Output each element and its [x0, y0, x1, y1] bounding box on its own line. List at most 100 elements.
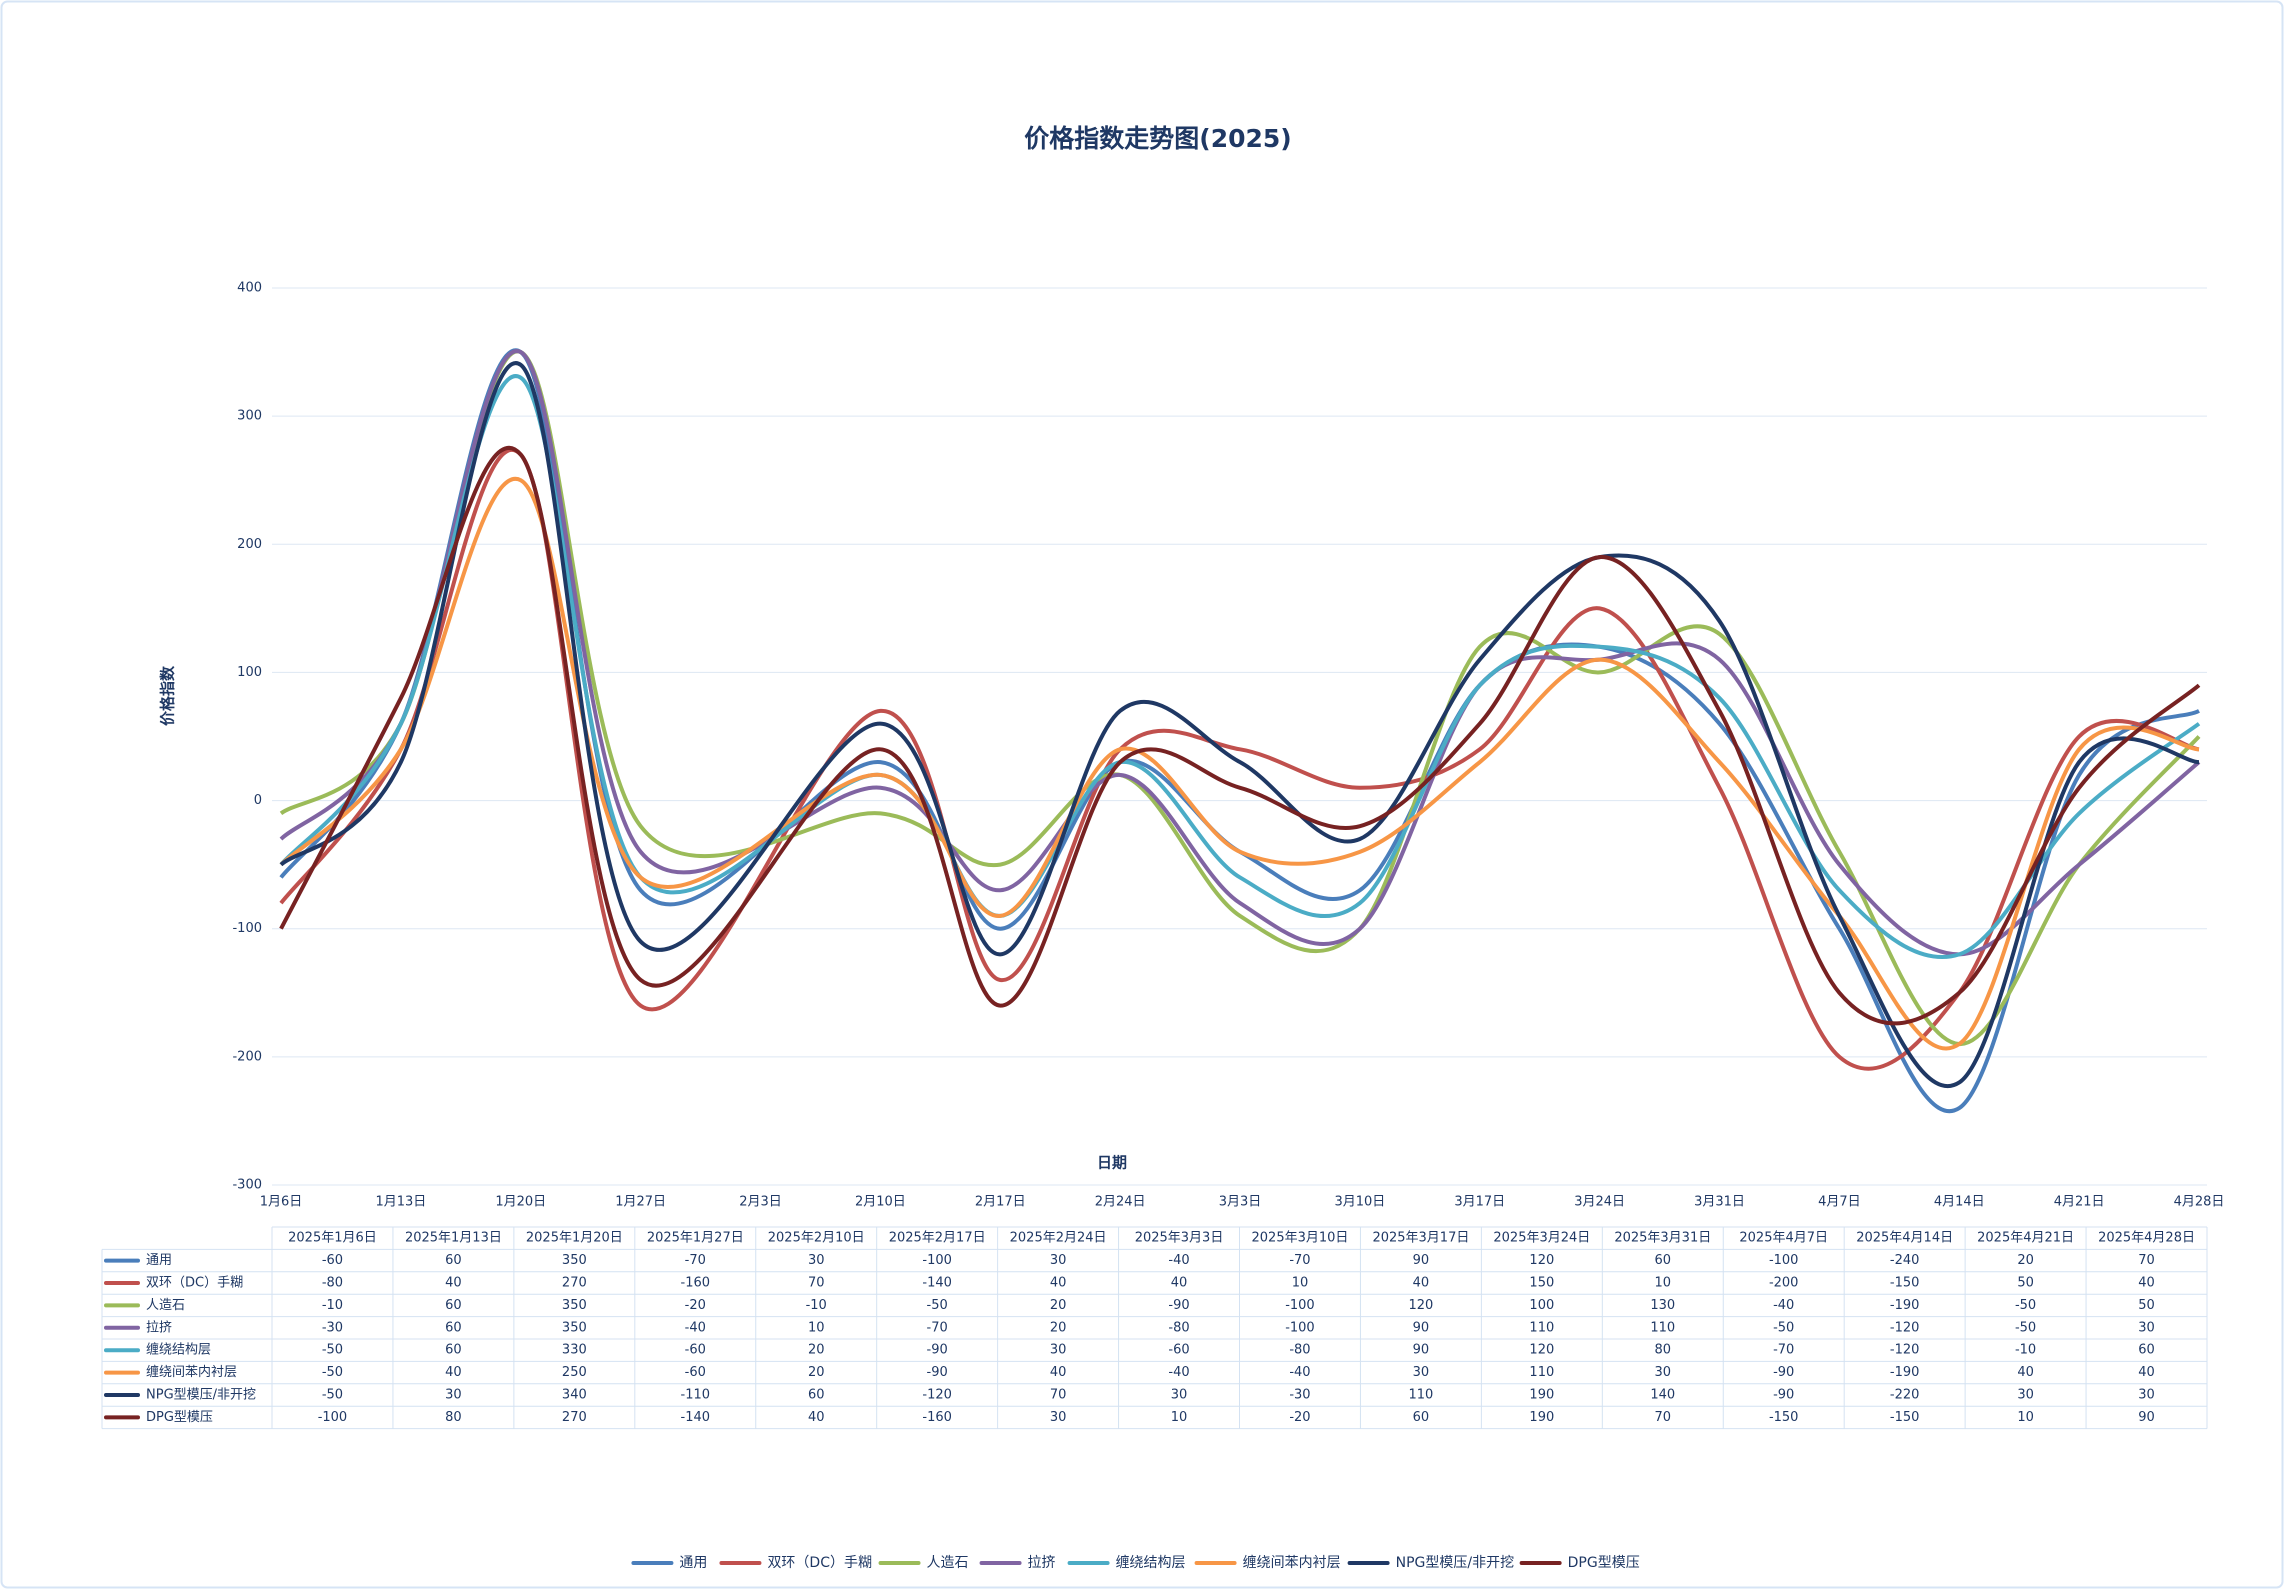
table-cell: 120	[1529, 1343, 1554, 1358]
legend-label: 双环（DC）手糊	[767, 1555, 872, 1571]
table-header: 2025年4月21日	[1977, 1231, 2074, 1246]
x-axis-title: 日期	[1097, 1154, 1127, 1172]
table-cell: 30	[808, 1253, 825, 1268]
table-cell: 40	[1413, 1276, 1430, 1291]
x-tick-label: 4月28日	[2174, 1195, 2225, 1210]
table-cell: -100	[1769, 1253, 1799, 1268]
x-tick-label: 1月20日	[495, 1195, 546, 1210]
table-cell: 110	[1529, 1320, 1554, 1335]
table-cell: 330	[562, 1343, 587, 1358]
table-cell: -80	[1168, 1320, 1189, 1335]
table-cell: 30	[1171, 1388, 1188, 1403]
table-cell: -160	[681, 1276, 711, 1291]
table-cell: 350	[562, 1298, 587, 1313]
table-header: 2025年2月24日	[1010, 1231, 1107, 1246]
table-cell: -40	[1168, 1253, 1189, 1268]
table-cell: 110	[1529, 1365, 1554, 1380]
table-cell: 20	[1050, 1320, 1067, 1335]
table-header: 2025年3月31日	[1614, 1231, 1711, 1246]
series-line	[279, 361, 2200, 1088]
table-cell: -10	[806, 1298, 827, 1313]
x-tick-label: 3月10日	[1334, 1195, 1385, 1210]
table-cell: 40	[1050, 1365, 1067, 1380]
table-cell: 60	[445, 1253, 462, 1268]
table-row-label: 缠绕结构层	[146, 1342, 211, 1358]
table-cell: -100	[1285, 1298, 1315, 1313]
table-cell: 270	[562, 1276, 587, 1291]
legend-label: DPG型模压	[1568, 1555, 1640, 1571]
table-cell: 10	[1655, 1276, 1672, 1291]
table-cell: -10	[322, 1298, 343, 1313]
table-cell: 20	[808, 1365, 825, 1380]
table-cell: -60	[1168, 1343, 1189, 1358]
table-row-label: 缠绕间苯内衬层	[146, 1364, 237, 1380]
table-cell: -40	[685, 1320, 706, 1335]
table-cell: 40	[2017, 1365, 2034, 1380]
table-cell: 40	[1050, 1276, 1067, 1291]
table-cell: -40	[1168, 1365, 1189, 1380]
series-line	[279, 349, 2201, 957]
table-cell: 90	[1413, 1320, 1430, 1335]
y-tick-label: 100	[237, 665, 262, 680]
table-cell: -90	[1773, 1365, 1794, 1380]
table-cell: -20	[1289, 1410, 1310, 1425]
y-tick-label: -200	[232, 1049, 262, 1064]
table-cell: -30	[322, 1320, 343, 1335]
table-cell: 40	[808, 1410, 825, 1425]
legend-label: 人造石	[927, 1555, 969, 1571]
series-line	[279, 445, 2201, 1026]
table-cell: -90	[1168, 1298, 1189, 1313]
table-header: 2025年1月13日	[405, 1231, 502, 1246]
table-cell: 40	[445, 1276, 462, 1291]
table-cell: -40	[1773, 1298, 1794, 1313]
table-cell: -240	[1890, 1253, 1920, 1268]
table-cell: 40	[2138, 1276, 2155, 1291]
table-cell: 190	[1529, 1388, 1554, 1403]
x-tick-label: 4月14日	[1934, 1195, 1985, 1210]
table-cell: 340	[562, 1388, 587, 1403]
table-header: 2025年4月7日	[1739, 1231, 1828, 1246]
table-cell: 30	[2138, 1388, 2155, 1403]
table-cell: 30	[1050, 1410, 1067, 1425]
table-cell: -150	[1890, 1276, 1920, 1291]
table-cell: 130	[1650, 1298, 1675, 1313]
table-row-label: NPG型模压/非开挖	[146, 1388, 256, 1403]
table-cell: -90	[927, 1343, 948, 1358]
table-cell: -50	[927, 1298, 948, 1313]
table-cell: -90	[927, 1365, 948, 1380]
table-cell: -50	[322, 1343, 343, 1358]
table-cell: 40	[445, 1365, 462, 1380]
table-cell: 50	[2138, 1298, 2155, 1313]
table-cell: 70	[1655, 1410, 1672, 1425]
x-tick-label: 3月24日	[1574, 1195, 1625, 1210]
table-cell: 30	[2138, 1320, 2155, 1335]
table-header: 2025年4月14日	[1856, 1231, 1953, 1246]
x-tick-label: 3月17日	[1454, 1195, 1505, 1210]
table-cell: 90	[2138, 1410, 2155, 1425]
legend-label: 缠绕间苯内衬层	[1243, 1554, 1341, 1571]
table-cell: -100	[922, 1253, 952, 1268]
table-cell: -100	[1285, 1320, 1315, 1335]
table-cell: 70	[808, 1276, 825, 1291]
table-cell: 110	[1650, 1320, 1675, 1335]
table-cell: -110	[681, 1388, 711, 1403]
table-cell: -60	[685, 1343, 706, 1358]
table-cell: -190	[1890, 1365, 1920, 1380]
table-cell: -150	[1769, 1410, 1799, 1425]
y-tick-label: -100	[232, 921, 262, 936]
table-cell: -70	[927, 1320, 948, 1335]
table-cell: -160	[922, 1410, 952, 1425]
table-cell: 80	[445, 1410, 462, 1425]
table-header: 2025年3月3日	[1135, 1231, 1224, 1246]
table-cell: 150	[1529, 1276, 1554, 1291]
table-cell: -80	[322, 1276, 343, 1291]
table-cell: 90	[1413, 1253, 1430, 1268]
x-tick-label: 2月17日	[975, 1195, 1026, 1210]
table-row-label: 拉挤	[146, 1320, 172, 1335]
table-header: 2025年3月24日	[1493, 1231, 1590, 1246]
table-header: 2025年4月28日	[2098, 1231, 2195, 1246]
chart-title: 价格指数走势图(2025)	[1024, 124, 1291, 153]
x-tick-label: 2月24日	[1095, 1195, 1146, 1210]
